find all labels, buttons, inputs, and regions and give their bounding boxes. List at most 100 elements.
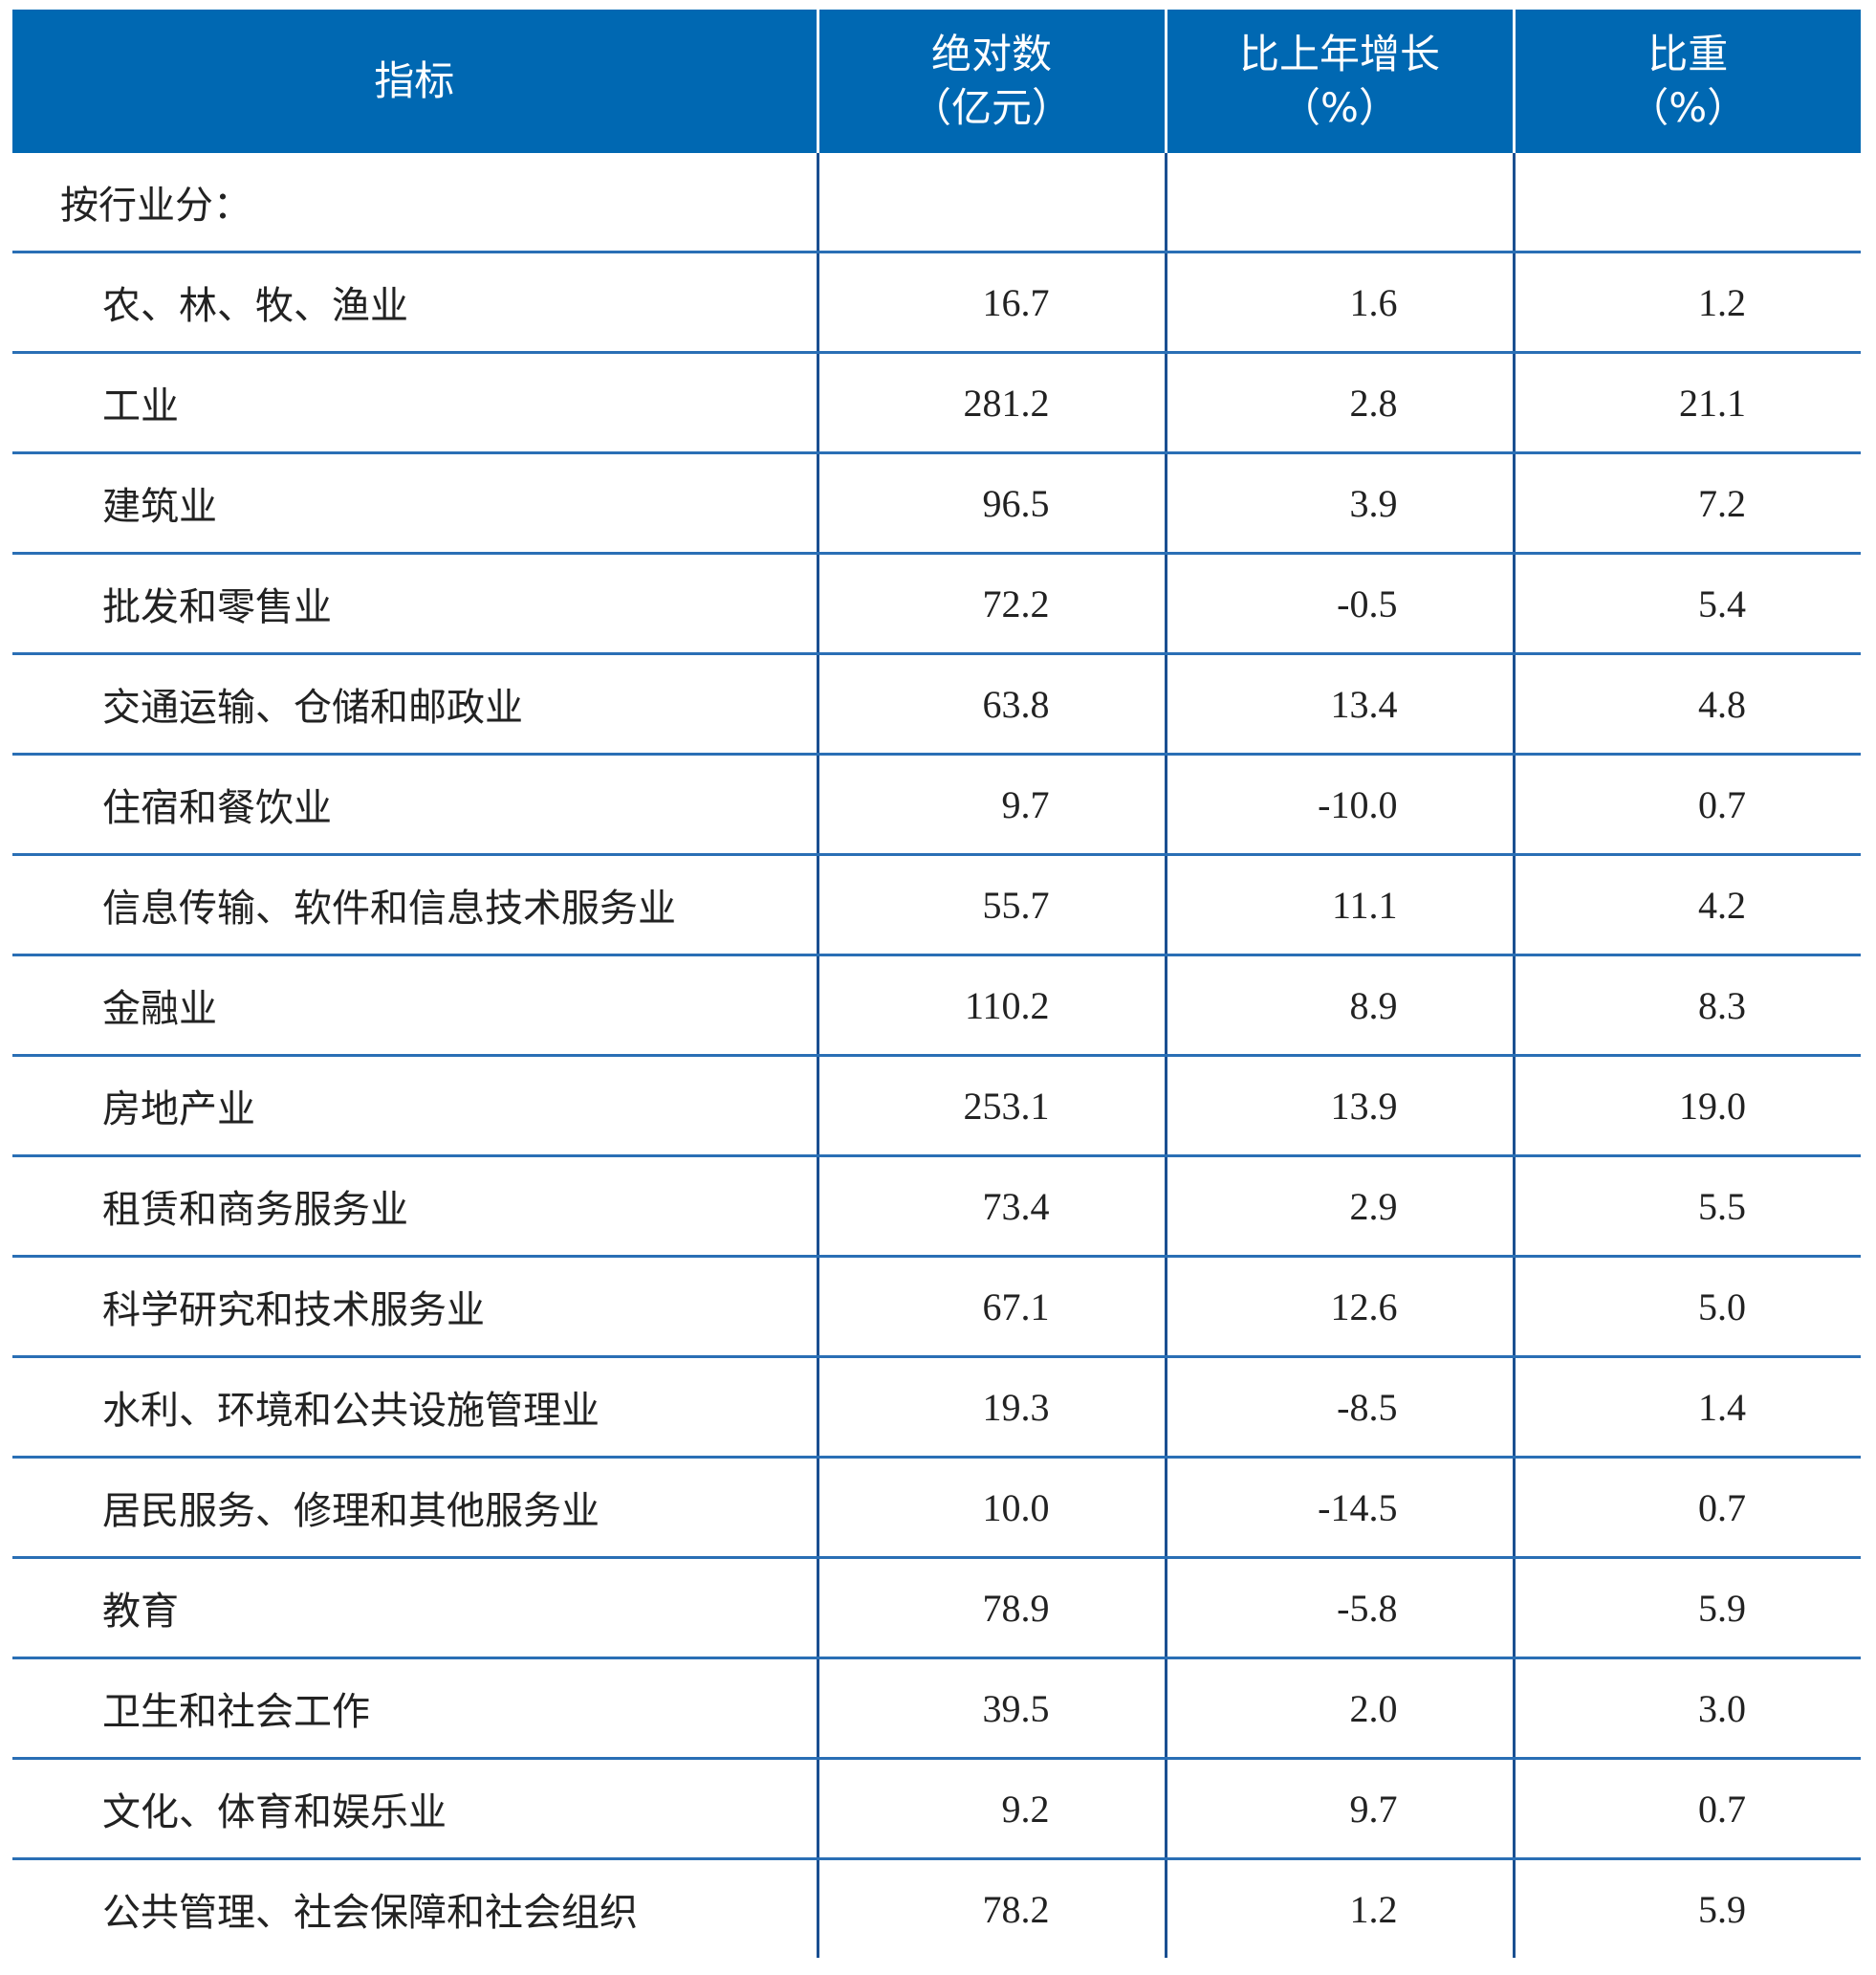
- row-label: 住宿和餐饮业: [12, 754, 818, 856]
- value-cell: 72.2: [816, 553, 1166, 655]
- value-cell: 1.2: [1512, 252, 1861, 354]
- table-row: 租赁和商务服务业 73.4 2.9 5.5: [12, 1155, 1861, 1258]
- value-cell: 5.5: [1512, 1155, 1861, 1258]
- row-label: 卫生和社会工作: [12, 1657, 818, 1760]
- header-cell: 绝对数 （亿元）: [816, 10, 1166, 153]
- value-cell: 1.6: [1164, 252, 1514, 354]
- table-row: 金融业 110.2 8.9 8.3: [12, 955, 1861, 1057]
- value-cell: 63.8: [816, 653, 1166, 756]
- row-label: 建筑业: [12, 452, 818, 555]
- value-cell: 21.1: [1512, 352, 1861, 454]
- table-row: 卫生和社会工作 39.5 2.0 3.0: [12, 1657, 1861, 1760]
- row-label: 公共管理、社会保障和社会组织: [102, 1891, 638, 1934]
- row-label: 交通运输、仓储和邮政业: [12, 653, 818, 756]
- header-line: 指标: [374, 57, 455, 104]
- table-row: 文化、体育和娱乐业 9.2 9.7 0.7: [12, 1758, 1861, 1860]
- value-cell: 0.7: [1512, 1457, 1861, 1559]
- value-cell: -5.8: [1164, 1557, 1514, 1659]
- value-cell: -0.5: [1164, 553, 1514, 655]
- value-cell: 12.6: [1164, 1256, 1514, 1358]
- table-row: 房地产业 253.1 13.9 19.0: [12, 1055, 1861, 1157]
- empty-cell: [1164, 153, 1514, 253]
- table-row: 公共管理、社会保障和社会组织 78.2 1.2 5.9: [12, 1858, 1861, 1958]
- table-row: 居民服务、修理和其他服务业 10.0 -14.5 0.7: [12, 1457, 1861, 1559]
- header-line: 绝对数: [930, 31, 1052, 77]
- value-cell: 4.8: [1512, 653, 1861, 756]
- value-cell: 0.7: [1512, 754, 1861, 856]
- value-cell: 8.3: [1512, 955, 1861, 1057]
- value-cell: 2.8: [1164, 352, 1514, 454]
- value-cell: 281.2: [816, 352, 1166, 454]
- value-cell: 5.4: [1512, 553, 1861, 655]
- value-cell: 39.5: [816, 1657, 1166, 1760]
- header-line: （%）: [1628, 84, 1748, 131]
- row-label: 信息传输、软件和信息技术服务业: [12, 854, 818, 956]
- row-label: 金融业: [12, 955, 818, 1057]
- value-cell: 253.1: [816, 1055, 1166, 1157]
- value-cell: 5.0: [1512, 1256, 1861, 1358]
- empty-cell: [816, 153, 1166, 253]
- value-cell: 1.4: [1512, 1356, 1861, 1459]
- value-cell: 13.9: [1164, 1055, 1514, 1157]
- table-row: 教育 78.9 -5.8 5.9: [12, 1557, 1861, 1659]
- table-row: 信息传输、软件和信息技术服务业 55.7 11.1 4.2: [12, 854, 1861, 956]
- table-row: 交通运输、仓储和邮政业 63.8 13.4 4.8: [12, 653, 1861, 756]
- value-cell: 2.0: [1164, 1657, 1514, 1760]
- value-cell: 11.1: [1164, 854, 1514, 956]
- header-cell: 指标: [12, 10, 818, 153]
- value-cell: 0.7: [1512, 1758, 1861, 1860]
- value-cell: 4.2: [1512, 854, 1861, 956]
- empty-cell: [1512, 153, 1861, 253]
- value-cell: 7.2: [1512, 452, 1861, 555]
- table-row: 工业 281.2 2.8 21.1: [12, 352, 1861, 454]
- row-label: 水利、环境和公共设施管理业: [12, 1356, 818, 1459]
- row-label: 居民服务、修理和其他服务业: [12, 1457, 818, 1559]
- value-cell: 55.7: [816, 854, 1166, 956]
- table-row: 农、林、牧、渔业 16.7 1.6 1.2: [12, 252, 1861, 354]
- table-row: 批发和零售业 72.2 -0.5 5.4: [12, 553, 1861, 655]
- value-cell: 3.0: [1512, 1657, 1861, 1760]
- value-cell: 16.7: [816, 252, 1166, 354]
- row-label: 科学研究和技术服务业: [12, 1256, 818, 1358]
- value-cell: 19.0: [1512, 1055, 1861, 1157]
- value-cell: 19.3: [816, 1356, 1166, 1459]
- header-line: 比上年增长: [1238, 31, 1440, 77]
- table-row: 科学研究和技术服务业 67.1 12.6 5.0: [12, 1256, 1861, 1358]
- header-line: （亿元）: [910, 84, 1072, 131]
- row-label: 工业: [12, 352, 818, 454]
- value-cell: 9.2: [816, 1758, 1166, 1860]
- section-label: 按行业分：: [12, 153, 818, 253]
- table-row: 住宿和餐饮业 9.7 -10.0 0.7: [12, 754, 1861, 856]
- value-cell: 5.9: [1512, 1557, 1861, 1659]
- value-cell: -10.0: [1164, 754, 1514, 856]
- value-cell: 73.4: [816, 1155, 1166, 1258]
- row-label: 教育: [12, 1557, 818, 1659]
- value-cell: 110.2: [816, 955, 1166, 1057]
- value-cell: 2.9: [1164, 1155, 1514, 1258]
- value-cell: -14.5: [1164, 1457, 1514, 1559]
- table-row: 水利、环境和公共设施管理业 19.3 -8.5 1.4: [12, 1356, 1861, 1459]
- value-cell: 9.7: [816, 754, 1166, 856]
- row-label: 租赁和商务服务业: [12, 1155, 818, 1258]
- value-cell: 3.9: [1164, 452, 1514, 555]
- value-cell: 1.2: [1164, 1858, 1514, 1958]
- row-label: 农、林、牧、渔业: [12, 252, 818, 354]
- row-label: 批发和零售业: [12, 553, 818, 655]
- header-row: 指标 绝对数 （亿元） 比上年增长 （%） 比重 （%）: [12, 10, 1861, 153]
- header-line: （%）: [1280, 84, 1399, 131]
- value-cell: 5.9: [1512, 1858, 1861, 1958]
- value-cell: 8.9: [1164, 955, 1514, 1057]
- value-cell: 10.0: [816, 1457, 1166, 1559]
- header-line: 比重: [1647, 31, 1729, 77]
- value-cell: 78.2: [816, 1858, 1166, 1958]
- table-row: 建筑业 96.5 3.9 7.2: [12, 452, 1861, 555]
- value-cell: 67.1: [816, 1256, 1166, 1358]
- row-label: 房地产业: [12, 1055, 818, 1157]
- value-cell: 96.5: [816, 452, 1166, 555]
- value-cell: 9.7: [1164, 1758, 1514, 1860]
- value-cell: 13.4: [1164, 653, 1514, 756]
- section-row: 按行业分：: [12, 153, 1861, 253]
- data-table: 指标 绝对数 （亿元） 比上年增长 （%） 比重 （%） 按行业分： 农、林、牧、渔业 16.7…: [12, 10, 1861, 1958]
- row-label: 文化、体育和娱乐业: [12, 1758, 818, 1860]
